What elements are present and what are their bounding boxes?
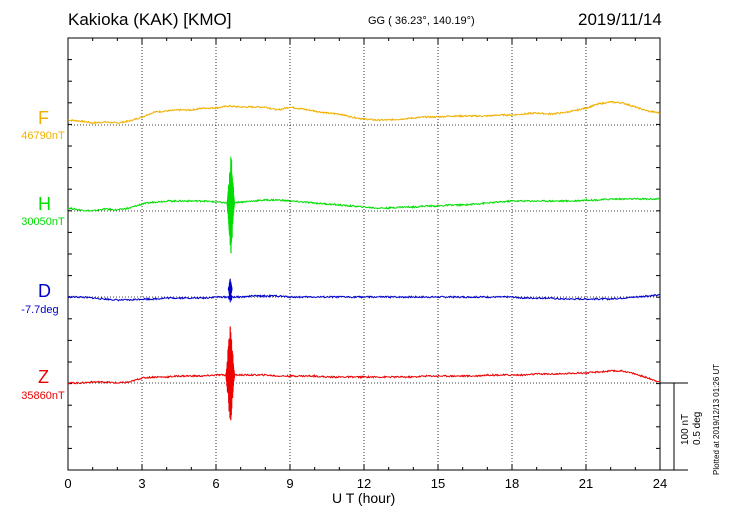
x-axis-label: U T (hour) [332, 490, 396, 506]
scale-bar-nt-label: 100 nT [680, 413, 691, 445]
component-label-f: F [38, 108, 49, 128]
series-line-d [67, 291, 661, 303]
x-tick-label: 0 [64, 476, 71, 491]
x-tick-label: 18 [505, 476, 519, 491]
series-line-h [67, 156, 661, 243]
x-tick-label: 9 [286, 476, 293, 491]
baseline-label-f: 46790nT [21, 130, 65, 142]
baseline-label-h: 30050nT [21, 216, 65, 228]
plot-date: 2019/11/14 [578, 10, 662, 29]
component-label-z: Z [38, 367, 49, 387]
component-label-d: D [38, 281, 51, 301]
baseline-label-z: 35860nT [21, 390, 65, 402]
series-line-f [68, 100, 661, 125]
station-coordinates: GG ( 36.23°, 140.19°) [368, 15, 475, 27]
series-burst-d [227, 278, 233, 298]
x-tick-label: 21 [579, 476, 593, 491]
x-tick-label: 15 [431, 476, 445, 491]
station-title: Kakioka (KAK) [KMO] [68, 10, 232, 29]
x-tick-label: 12 [357, 476, 371, 491]
x-tick-label: 6 [212, 476, 219, 491]
scale-bar-deg-label: 0.5 deg [692, 411, 703, 445]
plotted-timestamp: Plotted at 2019/12/13 01:26 UT [712, 363, 721, 475]
x-tick-label: 24 [653, 476, 667, 491]
x-tick-label: 3 [138, 476, 145, 491]
baseline-label-d: -7.7deg [21, 304, 59, 316]
component-label-h: H [38, 194, 51, 214]
series-line-z [67, 332, 661, 407]
